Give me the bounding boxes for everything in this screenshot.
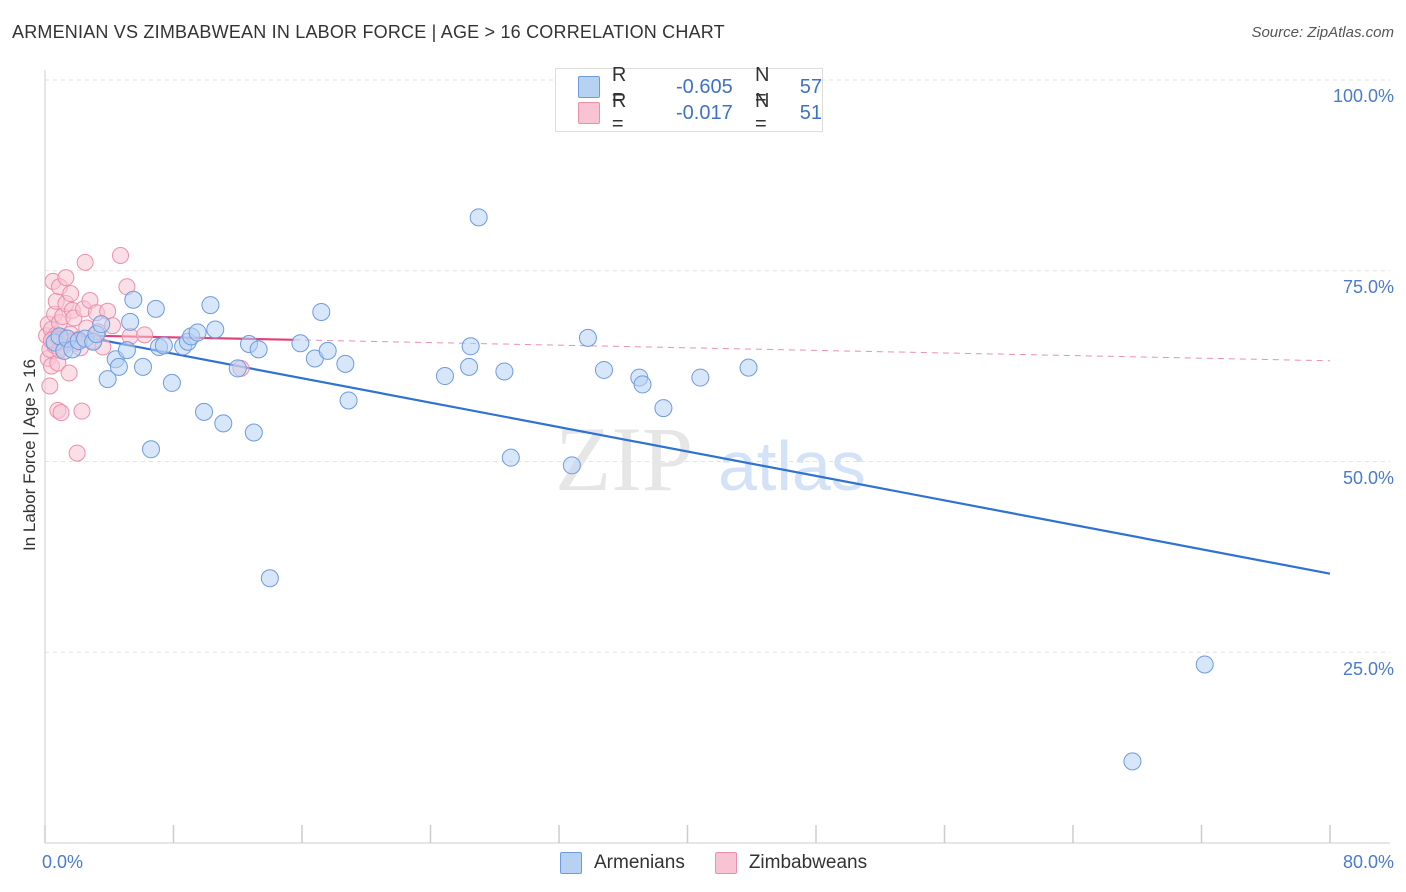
armenian-point	[460, 357, 479, 376]
armenian-point	[461, 337, 480, 356]
chart-title: ARMENIAN VS ZIMBABWEAN IN LABOR FORCE | …	[12, 22, 725, 42]
r-value: -0.017	[676, 101, 733, 124]
axes	[44, 70, 1390, 844]
zimbabwean-trend-line-extension	[293, 339, 1331, 362]
y-tick-25: 25.0%	[1342, 659, 1394, 679]
zimbabwean-point	[41, 377, 59, 395]
armenian-point	[195, 402, 214, 421]
armenian-point	[146, 299, 165, 318]
n-value: 51	[799, 101, 822, 124]
armenian-point	[578, 328, 597, 347]
armenian-point	[154, 336, 173, 355]
armenian-point	[291, 334, 310, 353]
zimbabwean-point	[68, 444, 86, 462]
armenian-point	[133, 357, 152, 376]
legend-row-armenians: R = -0.605 N = 57	[578, 64, 822, 109]
armenian-point	[142, 440, 161, 459]
armenian-swatch	[578, 76, 600, 98]
watermark: ZIP atlas	[555, 408, 866, 510]
armenian-point	[336, 354, 355, 373]
zimbabwean-point	[136, 326, 154, 344]
armenian-point	[691, 368, 710, 387]
armenian-point	[188, 323, 207, 342]
armenian-point	[92, 315, 111, 334]
zimbabwean-legend-swatch	[714, 852, 737, 874]
zimbabwean-point	[111, 246, 129, 264]
source-note: Source: ZipAtlas.com	[1251, 24, 1394, 41]
zimbabwean-point	[73, 402, 91, 420]
stats-legend: R = -0.605 N = 57 R = -0.017 N = 51	[555, 64, 823, 135]
armenian-point	[249, 340, 268, 359]
x-tick-max: 80.0%	[1342, 852, 1394, 872]
armenian-point	[739, 358, 758, 377]
armenian-point	[260, 569, 279, 588]
armenian-point	[594, 360, 613, 379]
armenian-point	[228, 359, 247, 378]
legend-row-zimbabweans: R = -0.017 N = 51	[578, 90, 822, 135]
r-label: R =	[611, 64, 627, 109]
armenian-point	[501, 448, 520, 467]
n-value: 57	[799, 75, 822, 98]
armenian-point	[633, 375, 652, 394]
legend-label-armenians: Armenians	[594, 852, 685, 873]
armenian-point	[117, 341, 136, 360]
r-value: -0.605	[676, 75, 733, 98]
y-tick-75: 75.0%	[1342, 277, 1394, 297]
zimbabwean-point	[60, 364, 78, 382]
armenian-point	[121, 312, 140, 331]
armenian-point	[1195, 655, 1214, 674]
armenian-point	[124, 290, 143, 309]
x-tick-min: 0.0%	[42, 852, 84, 872]
armenian-points	[45, 208, 1214, 771]
zimbabwean-point	[52, 404, 70, 422]
armenian-legend-swatch	[560, 852, 582, 874]
zimbabwean-point	[57, 269, 75, 287]
zimbabwean-point	[62, 285, 80, 303]
armenian-point	[98, 370, 117, 389]
series-legend: Armenians Zimbabweans	[560, 852, 897, 874]
zimbabwean-swatch	[578, 102, 600, 124]
n-label: N =	[754, 64, 770, 109]
armenian-point	[312, 302, 331, 321]
armenian-point	[654, 399, 673, 418]
armenian-point	[244, 423, 263, 442]
armenian-point	[318, 341, 337, 360]
legend-item-zimbabweans[interactable]: Zimbabweans	[714, 852, 868, 874]
armenian-point	[339, 391, 358, 410]
armenian-point	[562, 456, 581, 475]
armenian-point	[469, 208, 488, 227]
armenian-point	[109, 357, 128, 376]
watermark-atlas: atlas	[718, 427, 866, 505]
legend-item-armenians[interactable]: Armenians	[560, 852, 685, 874]
y-tick-50: 50.0%	[1342, 468, 1394, 488]
armenian-point	[162, 373, 181, 392]
armenian-point	[201, 296, 220, 315]
y-tick-100: 100.0%	[1332, 86, 1394, 106]
armenian-point	[206, 320, 225, 339]
armenian-point	[214, 414, 233, 433]
armenian-point	[495, 362, 514, 381]
n-label: N =	[754, 90, 770, 135]
armenian-point	[435, 367, 454, 386]
armenian-trend-line	[49, 329, 1331, 575]
legend-label-zimbabweans: Zimbabweans	[748, 852, 868, 873]
zimbabwean-point	[76, 253, 94, 271]
armenian-point	[1123, 752, 1142, 771]
r-label: R =	[611, 90, 627, 135]
